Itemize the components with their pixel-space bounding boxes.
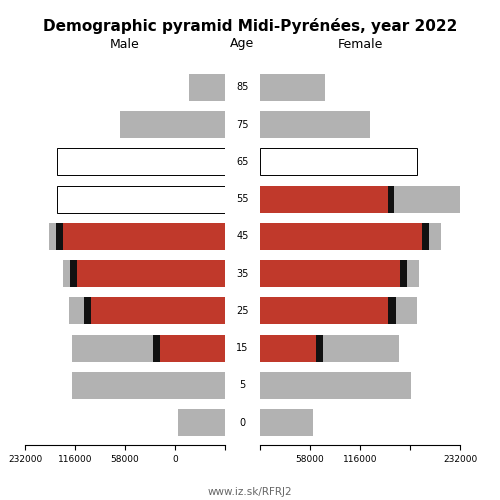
Bar (396, 298, 417, 324)
Bar (394, 186, 465, 212)
Bar (400, 260, 406, 287)
Bar (323, 334, 399, 361)
Text: 65: 65 (236, 157, 248, 167)
Text: 55: 55 (236, 194, 249, 204)
Text: 35: 35 (236, 268, 248, 278)
Text: www.iz.sk/RFRJ2: www.iz.sk/RFRJ2 (208, 487, 292, 497)
Bar (72, 334, 154, 361)
Bar (316, 334, 323, 361)
Bar (72, 372, 225, 399)
Bar (56, 223, 63, 250)
Bar (422, 223, 429, 250)
Bar (160, 334, 225, 361)
Bar (260, 148, 417, 176)
Bar (260, 334, 316, 361)
Bar (154, 334, 160, 361)
Bar (189, 74, 225, 101)
Text: Age: Age (230, 38, 254, 51)
Bar (178, 409, 225, 436)
Bar (63, 260, 70, 287)
Text: 0: 0 (240, 418, 246, 428)
Bar (429, 223, 441, 250)
Bar (260, 186, 388, 212)
Bar (120, 111, 225, 138)
Text: 85: 85 (236, 82, 248, 92)
Bar (260, 74, 324, 101)
Bar (388, 298, 396, 324)
Bar (260, 223, 422, 250)
Text: Demographic pyramid Midi-Pyrénées, year 2022: Demographic pyramid Midi-Pyrénées, year … (43, 18, 457, 34)
Bar (92, 298, 225, 324)
Bar (57, 148, 225, 176)
Bar (388, 186, 394, 212)
Bar (63, 223, 225, 250)
Text: 45: 45 (236, 232, 248, 241)
Bar (406, 260, 418, 287)
Text: 25: 25 (236, 306, 249, 316)
Text: 15: 15 (236, 343, 248, 353)
Text: Female: Female (338, 38, 382, 51)
Bar (70, 260, 76, 287)
Bar (69, 298, 84, 324)
Bar (57, 186, 225, 212)
Bar (260, 298, 388, 324)
Bar (76, 260, 225, 287)
Bar (260, 111, 370, 138)
Text: 75: 75 (236, 120, 249, 130)
Text: Male: Male (110, 38, 140, 51)
Bar (260, 372, 411, 399)
Bar (84, 298, 91, 324)
Bar (260, 260, 400, 287)
Bar (49, 223, 56, 250)
Bar (260, 409, 314, 436)
Text: 5: 5 (240, 380, 246, 390)
